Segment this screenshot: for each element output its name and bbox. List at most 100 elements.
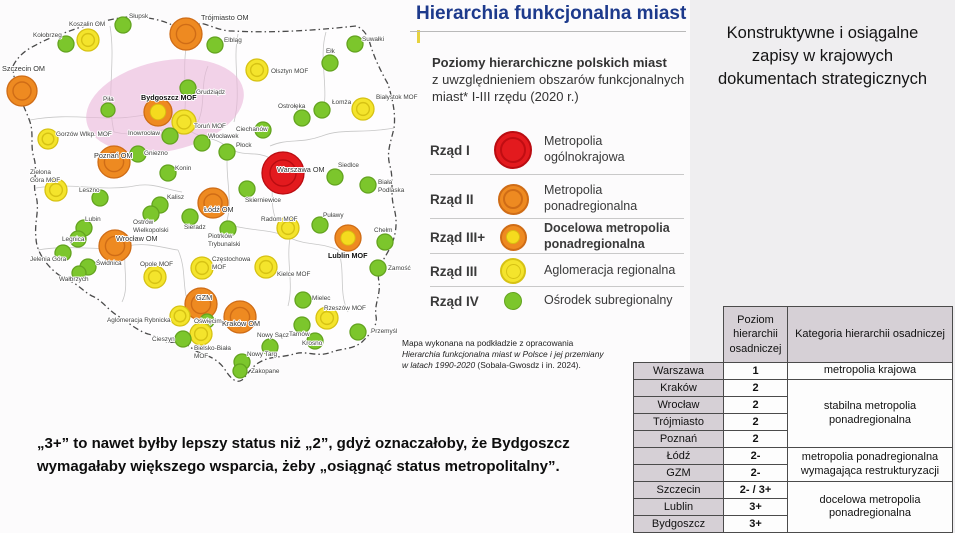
table-row-d: Łódź 2- metropolia ponadregionalna wymagaj… [633, 447, 953, 482]
legend-row-rzad2: Rząd II Metropolia ponadregionalna [430, 181, 688, 217]
city-label-w-oc-awek: Włocławek [208, 133, 239, 140]
city-marker-zakopane [232, 363, 248, 379]
table-row-lublin: Lublin 3+ [633, 498, 953, 516]
city-label-olsztyn-mof: Olsztyn MOF [271, 68, 308, 75]
city-marker-pi-a [100, 102, 116, 118]
table-cell-city: Warszawa [633, 362, 724, 380]
legend-subtitle-line1: Poziomy hierarchiczne polskich miast [432, 55, 667, 70]
city-marker-warszawa-om [261, 151, 305, 195]
table-cell-level: 2 [723, 396, 788, 414]
city-marker-gniezno [129, 145, 147, 163]
city-label-che-m: Chełm [374, 227, 392, 234]
caption-line2: Hierarchia funkcjonalna miast w Polsce i… [402, 348, 604, 359]
table-row-pozna: Poznań 2 [633, 430, 953, 448]
city-marker-rzesz-w-mof [315, 306, 339, 330]
city-label-konin: Konin [175, 165, 192, 172]
city-marker-zielona-g-ra-mof [44, 178, 68, 202]
legend-panel: Hierarchia funkcjonalna miast Poziomy hi… [400, 0, 692, 400]
city-label-przemy-l: Przemyśl [371, 328, 397, 335]
city-label-pi-a: Piła [103, 96, 114, 103]
city-marker-kielce-mof [254, 255, 278, 279]
city-marker-w-oc-awek [193, 134, 211, 152]
city-hierarchy-table: Poziom hierarchii osadniczej Kategoria hi… [633, 306, 953, 533]
city-label-siedlce: Siedlce [338, 162, 359, 169]
city-label-radom-mof: Radom MOF [261, 216, 298, 223]
city-marker-krak-w-om [223, 300, 257, 334]
city-label-zielona-g-ra-mof: Zielona Góra MOF [30, 169, 60, 184]
city-label-rzesz-w-mof: Rzeszów MOF [324, 305, 366, 312]
note-line3: dokumentach strategicznych [717, 70, 928, 89]
legend-title: Hierarchia funkcjonalna miast [416, 3, 687, 24]
city-marker-skierniewice [238, 180, 256, 198]
table-cell-level: 1 [723, 362, 788, 380]
city-marker-nowy-s-cz [261, 338, 279, 356]
quote-line1: „3+” to nawet byłby lepszy status niż „2… [37, 435, 570, 452]
legend-symbol-rzad1 [494, 131, 532, 169]
city-marker-suwa-ki [346, 35, 364, 53]
city-marker-zamo [369, 259, 387, 277]
city-marker-olsztyn-mof [245, 58, 269, 82]
table-cell-level: 2- [723, 447, 788, 465]
caption-line1: Mapa wykonana na podkładzie z opracowani… [402, 338, 574, 348]
table-cell-level: 2- / 3+ [723, 481, 788, 499]
legend-rank-label: Rząd II [430, 191, 474, 207]
city-marker-wroc-aw-om [98, 229, 132, 263]
city-marker-krosno [306, 332, 324, 350]
city-label-skierniewice: Skierniewice [245, 197, 281, 204]
city-marker-mielec [294, 291, 312, 309]
table-header-category: Kategoria hierarchii osadniczej [787, 306, 953, 363]
map-source-caption: Mapa wykonana na podkładzie z opracowani… [402, 338, 652, 371]
city-marker-pu-awy [311, 216, 329, 234]
city-label-grudzi-dz: Grudziądz [196, 89, 225, 96]
city-label-gzm: GZM [196, 293, 212, 302]
city-marker-wa-brzych [71, 265, 87, 281]
city-marker-inowroc-aw [161, 127, 179, 145]
legend-symbol-rzad4 [504, 292, 522, 310]
city-marker-aglomeracja-rybnicka [169, 305, 191, 327]
city-marker-tarn-w [293, 316, 311, 334]
table-cell-city: Trójmiasto [633, 413, 724, 431]
city-marker-jelenia-g-ra [54, 244, 72, 262]
city-label-legnica: Legnica [62, 236, 85, 243]
city-label-wroc-aw-om: Wrocław OM [116, 234, 158, 243]
city-label-bia-ystok-mof: Białystok MOF [376, 94, 418, 101]
city-label-o-wi-cim: Oświęcim [194, 318, 222, 325]
city-marker-elbl-g [206, 36, 224, 54]
city-marker-sieradz [181, 208, 199, 226]
city-marker-s-upsk [114, 16, 132, 34]
city-marker-szczecin-om [6, 75, 38, 107]
table-cell-level: 2 [723, 430, 788, 448]
note-line1: Konstruktywne i osiągalne [726, 24, 919, 42]
city-marker-che-m [376, 233, 394, 251]
city-marker-koszalin-om [76, 28, 100, 52]
legend-desc: Metropolia ponadregionalna [544, 183, 638, 213]
city-label-zakopane: Zakopane [251, 368, 280, 375]
city-marker-konin [159, 164, 177, 182]
legend-rank-label: Rząd III [430, 263, 478, 279]
table-cell-level: 2 [723, 413, 788, 431]
table-row-szczecin: Szczecin 2- / 3+ docelowa metropolia ponad… [633, 481, 953, 533]
city-label-wa-brzych: Wałbrzych [59, 276, 89, 283]
city-label-cz-stochowa-mof: Częstochowa MOF [212, 256, 251, 271]
table-cell-city: GZM [633, 464, 724, 482]
city-marker-ostro-ka [293, 109, 311, 127]
city-label-cieszyn: Cieszyn [152, 336, 175, 343]
table-cell-category: stabilna metropolia ponadregionalna [787, 379, 953, 448]
legend-symbol-rzad3 [500, 258, 526, 284]
table-cell-category: metropolia ponadregionalna wymagająca re… [787, 447, 953, 482]
caption-line3-italic: w latach 1990-2020 [402, 359, 476, 370]
city-label-s-upsk: Słupsk [129, 13, 149, 20]
city-label-gniezno: Gniezno [144, 150, 168, 157]
city-label-piotrk-w-trybunalski: Piotrków Trybunalski [208, 233, 240, 248]
legend-symbol-rzad2 [497, 183, 529, 215]
city-label-bydgoszcz-mof: Bydgoszcz MOF [141, 93, 197, 102]
city-label-tr-jmiasto-om: Trójmiasto OM [201, 13, 249, 22]
city-label-elbl-g: Elbląg [224, 37, 242, 44]
legend-divider [430, 174, 684, 175]
city-label-ostro-ka: Ostrołęka [278, 103, 306, 110]
city-marker-pozna-om [97, 145, 131, 179]
legend-desc: Metropolia ogólnokrajowa [544, 134, 625, 164]
city-marker-bydgoszcz-mof [143, 97, 173, 127]
city-marker-piotrk-w-trybunalski [219, 220, 237, 238]
city-label-nowy-targ: Nowy Targ [247, 351, 278, 358]
